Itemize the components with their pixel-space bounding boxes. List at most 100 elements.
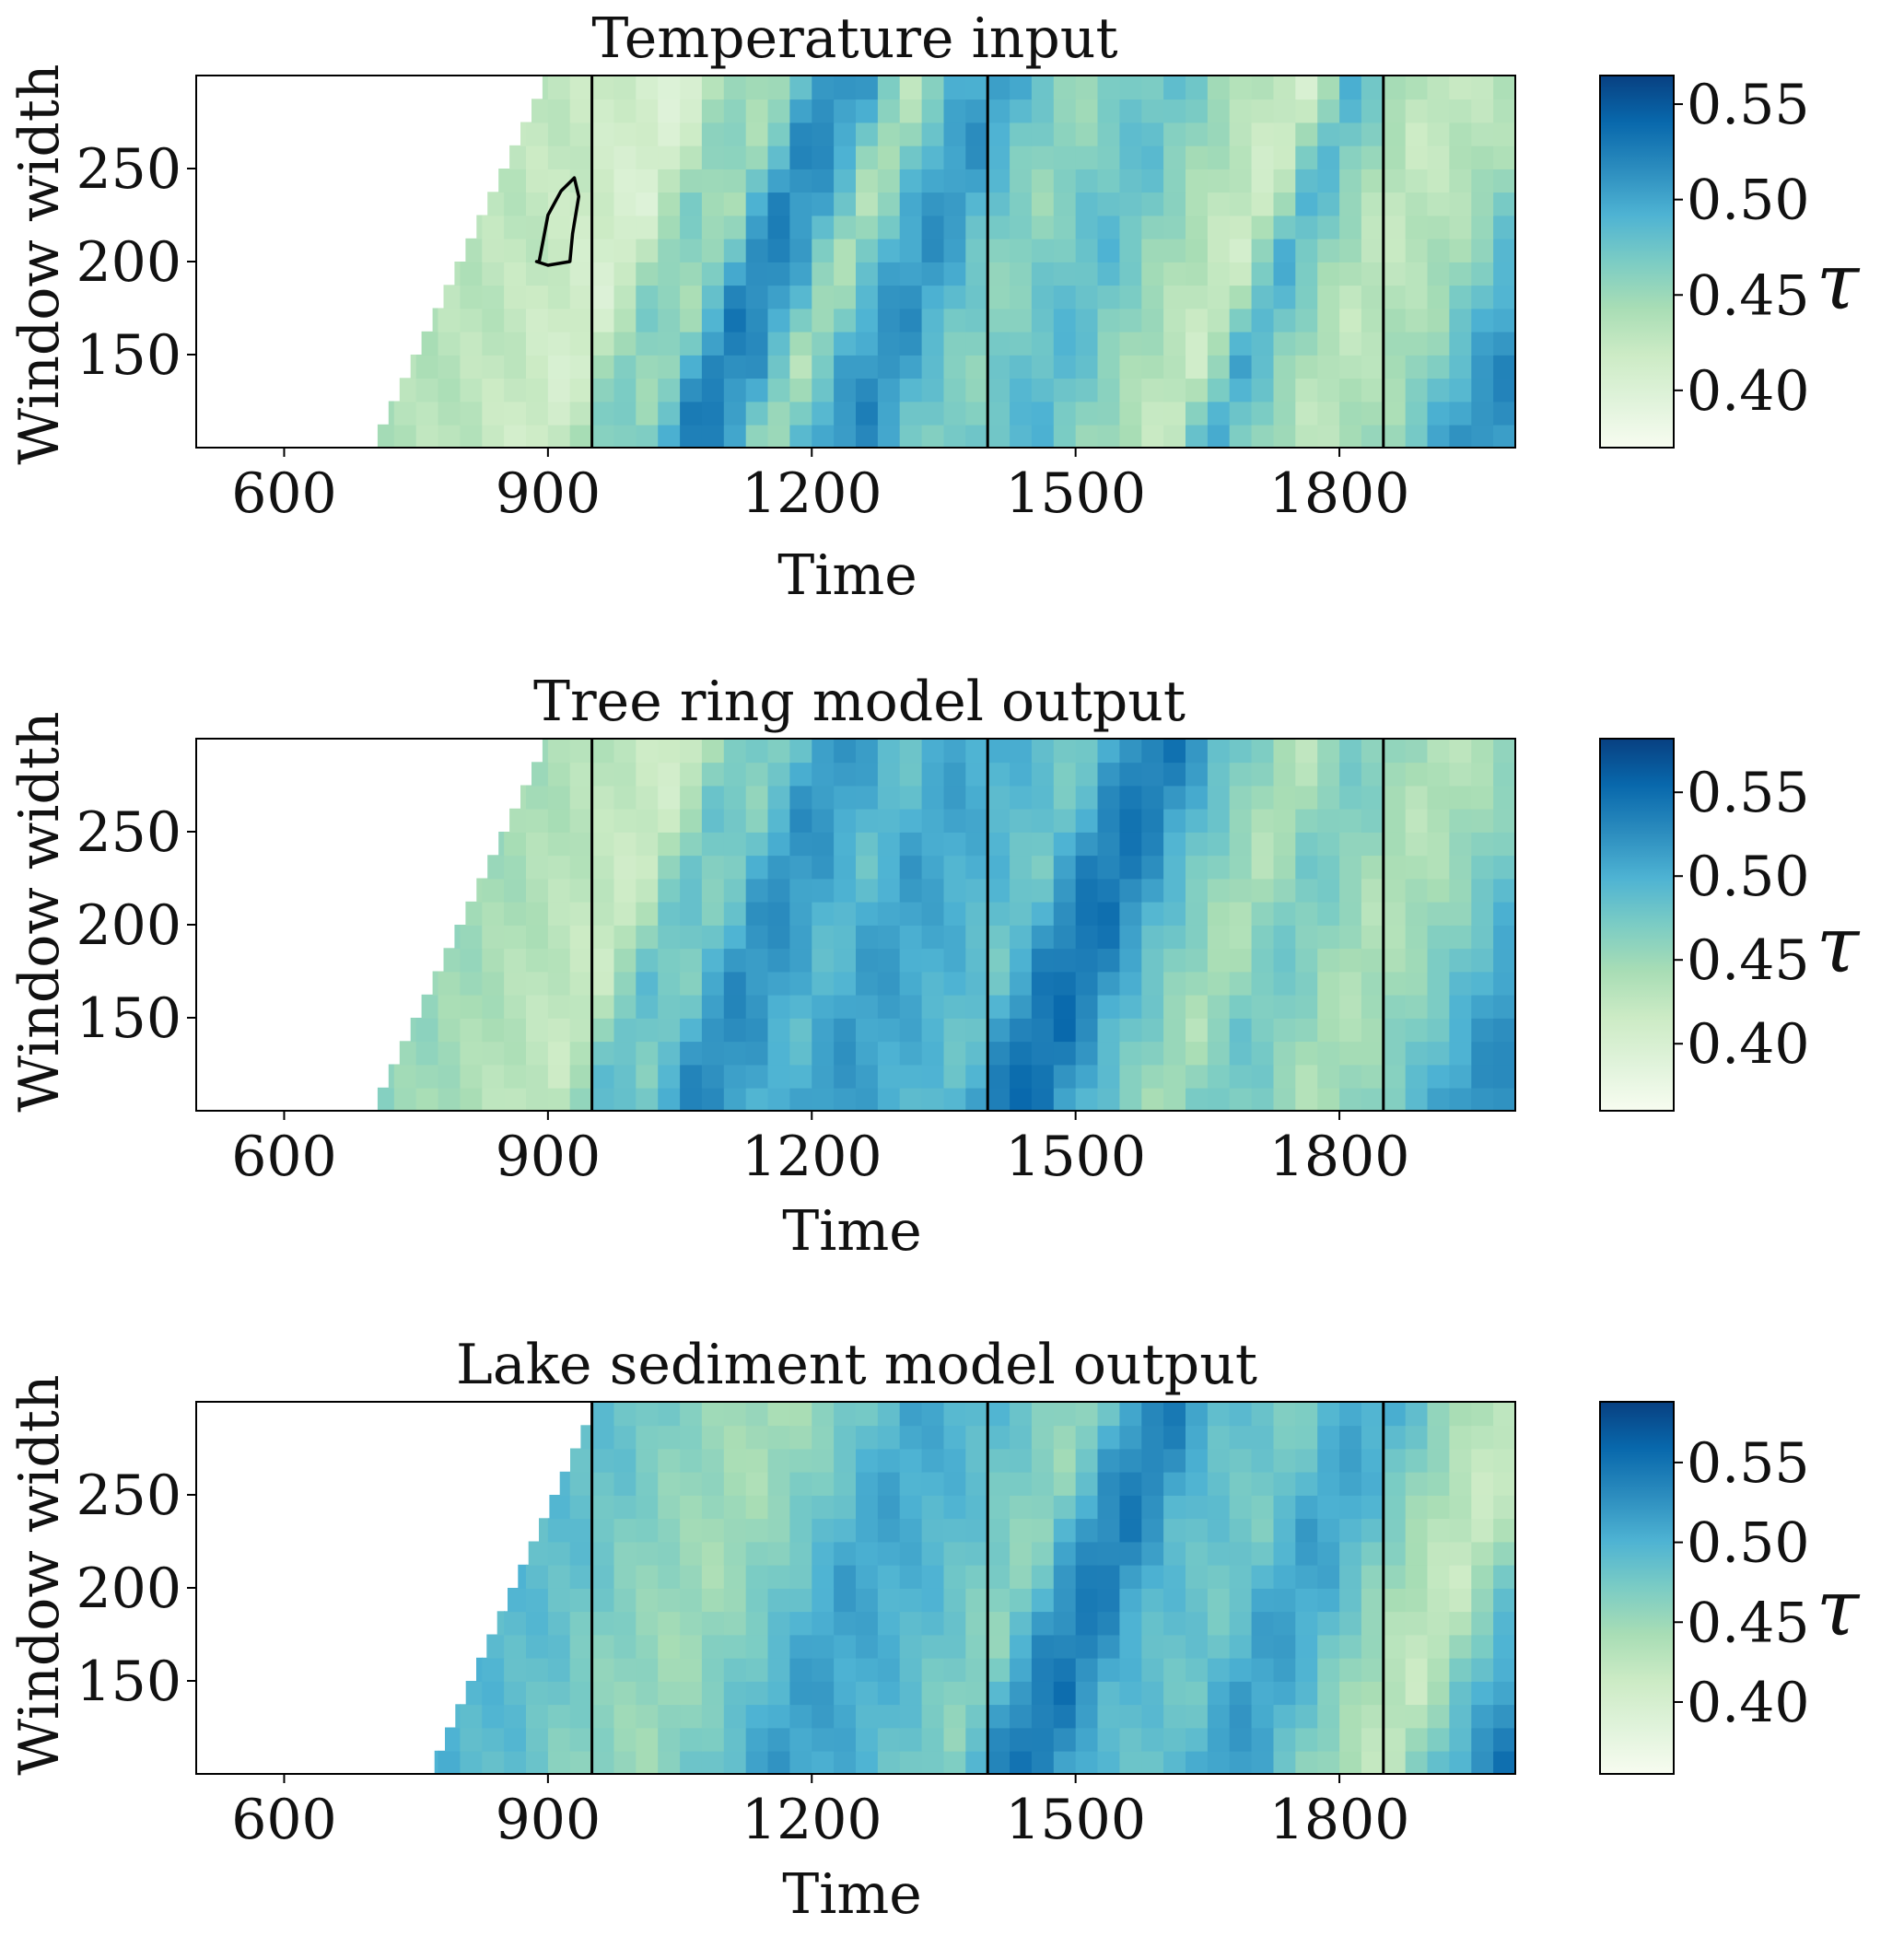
heatmap-cell <box>943 401 967 426</box>
heatmap-cell <box>1031 785 1055 810</box>
heatmap-cell <box>547 1087 571 1112</box>
heatmap-cell <box>1141 238 1164 262</box>
heatmap-cell <box>547 785 571 810</box>
heatmap-cell <box>965 1448 988 1473</box>
heatmap-cell <box>547 1064 571 1089</box>
heatmap-cell <box>1186 1495 1209 1520</box>
heatmap-cell <box>1471 308 1494 332</box>
heatmap-cell <box>1141 308 1164 332</box>
heatmap-cell <box>1010 1448 1033 1473</box>
heatmap-cell <box>1229 1750 1253 1775</box>
heatmap-cell <box>701 1634 725 1659</box>
heatmap-cell <box>1405 401 1429 426</box>
x-tick-label: 600 <box>231 1788 337 1852</box>
y-tick-label: 150 <box>76 323 181 388</box>
heatmap-cell <box>1163 355 1186 379</box>
heatmap-cell <box>856 1518 879 1543</box>
heatmap-cell <box>547 215 571 239</box>
heatmap-cell <box>812 762 835 787</box>
heatmap-cell <box>767 238 791 262</box>
heatmap-cell <box>460 262 484 286</box>
heatmap-cell <box>877 331 901 356</box>
heatmap-cell <box>504 901 527 926</box>
heatmap-cell <box>789 424 813 449</box>
heatmap-cell <box>767 192 791 216</box>
heatmap-cell <box>1383 1541 1407 1566</box>
heatmap-cell <box>856 739 879 764</box>
heatmap-cell <box>569 1634 593 1659</box>
heatmap-cell <box>1053 739 1077 764</box>
heatmap-cell <box>1471 424 1494 449</box>
heatmap-cell <box>1186 1448 1209 1473</box>
heatmap-cell <box>1317 1087 1340 1112</box>
heatmap-cell <box>1075 192 1099 216</box>
heatmap-cell <box>482 1681 505 1706</box>
heatmap-cell <box>1010 1018 1033 1043</box>
heatmap-cell <box>767 308 791 332</box>
heatmap-cells <box>377 739 1516 1112</box>
heatmap-cell <box>899 262 923 286</box>
heatmap-cell <box>1361 1448 1384 1473</box>
heatmap-cell <box>1163 192 1186 216</box>
heatmap-cell <box>1251 1634 1275 1659</box>
y-tick-label: 200 <box>76 1557 181 1621</box>
heatmap-cell <box>921 122 945 146</box>
heatmap-cell <box>1229 1588 1253 1613</box>
heatmap-cell <box>438 994 461 1019</box>
heatmap-cell <box>658 331 681 356</box>
heatmap-cell <box>745 1588 769 1613</box>
heatmap-cell <box>504 1657 527 1682</box>
heatmap-cell <box>1361 1087 1384 1112</box>
heatmap-cell <box>812 215 835 239</box>
heatmap-cell <box>613 1495 637 1520</box>
heatmap-cell <box>1383 424 1407 449</box>
heatmap-cell <box>701 1564 725 1589</box>
heatmap-cell <box>569 971 593 996</box>
heatmap-cell <box>1273 785 1297 810</box>
heatmap-cell <box>1405 1541 1429 1566</box>
heatmap-cell <box>921 855 945 880</box>
heatmap-cell <box>547 331 571 356</box>
heatmap-cell <box>701 855 725 880</box>
heatmap-cell <box>723 901 747 926</box>
heatmap-cell <box>591 1704 615 1729</box>
heatmap-cell <box>943 1727 967 1752</box>
heatmap-cell <box>1405 1564 1429 1589</box>
heatmap-cell <box>877 122 901 146</box>
colorbar-tick-label: 0.40 <box>1687 1012 1810 1077</box>
heatmap-cell <box>1053 901 1077 926</box>
heatmap-cell <box>965 145 988 169</box>
heatmap-cell <box>987 762 1010 787</box>
heatmap-cell <box>943 1750 967 1775</box>
plot-frame <box>195 738 1516 1112</box>
heatmap-cell <box>680 762 703 787</box>
heatmap-cell <box>745 1564 769 1589</box>
heatmap-cell <box>1361 1471 1384 1496</box>
heatmap-cell <box>1383 308 1407 332</box>
heatmap-cell <box>658 971 681 996</box>
heatmap-cell <box>482 262 505 286</box>
heatmap-cell <box>856 1448 879 1473</box>
heatmap-cell <box>680 1727 703 1752</box>
heatmap-cell <box>569 238 593 262</box>
heatmap-cell <box>1251 925 1275 950</box>
heatmap-cell <box>834 1727 857 1752</box>
heatmap-cell <box>504 971 527 996</box>
heatmap-cell <box>921 1087 945 1112</box>
heatmap-cell <box>1449 1727 1473 1752</box>
colorbar-tick-label: 0.45 <box>1687 928 1810 993</box>
heatmap-cell <box>921 1541 945 1566</box>
heatmap-cell <box>680 948 703 973</box>
heatmap-cell <box>1449 401 1473 426</box>
heatmap-cell <box>723 1402 747 1427</box>
heatmap-cell <box>1339 99 1362 123</box>
heatmap-cell <box>1317 739 1340 764</box>
heatmap-cell <box>1471 1657 1494 1682</box>
heatmap-cell <box>1317 1564 1340 1589</box>
heatmap-cell <box>1031 1750 1055 1775</box>
heatmap-cell <box>1097 739 1121 764</box>
heatmap-cell <box>1119 1041 1143 1066</box>
heatmap-cell <box>1317 971 1340 996</box>
heatmap-cell <box>1449 971 1473 996</box>
